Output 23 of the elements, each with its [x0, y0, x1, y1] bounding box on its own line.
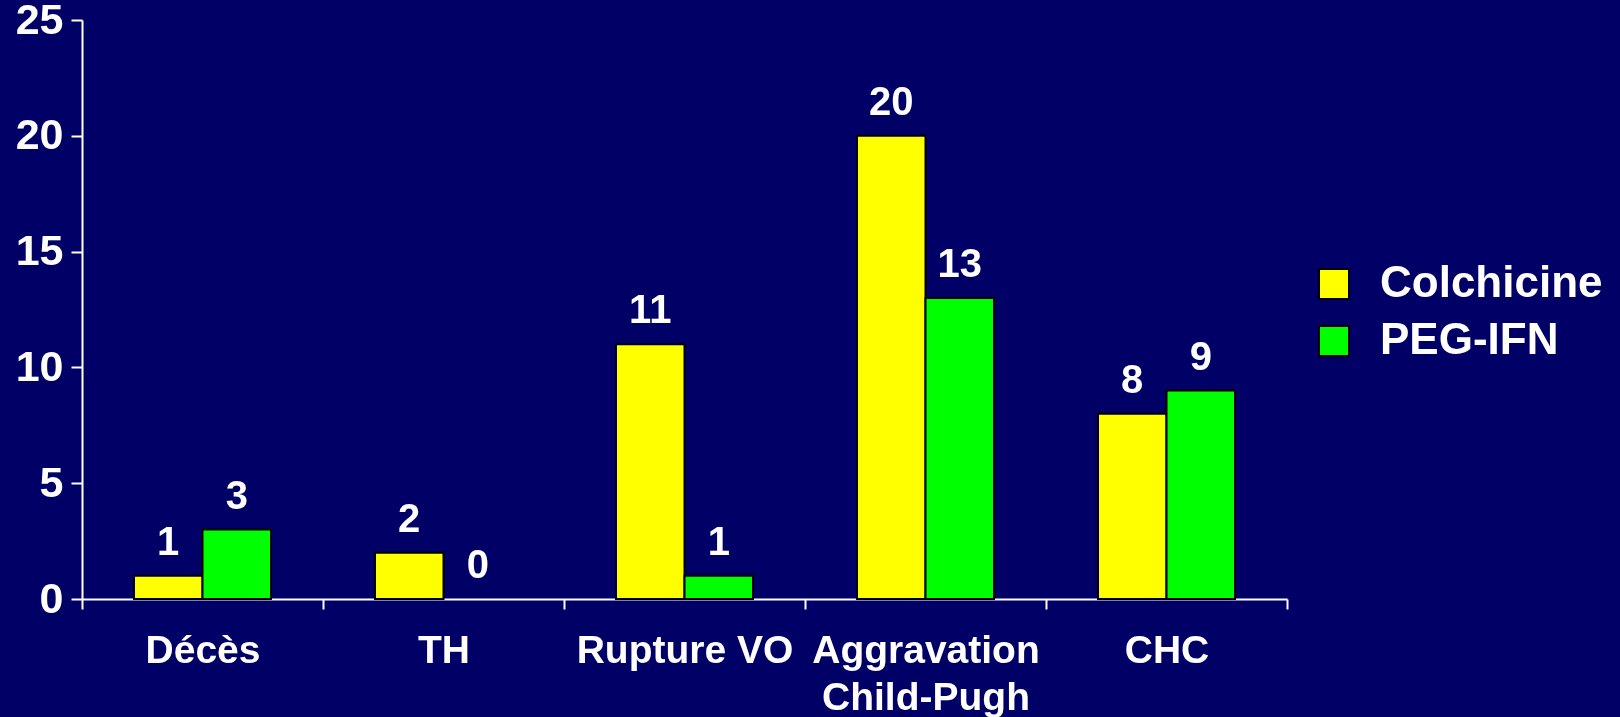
y-tick-label: 25	[15, 0, 64, 43]
y-tick-label: 0	[39, 573, 64, 622]
x-tick-label: Décès	[145, 627, 261, 671]
x-tick-label: CHC	[1124, 627, 1210, 671]
data-label: 0	[466, 542, 489, 586]
legend-label: Colchicine	[1380, 257, 1603, 306]
data-label: 1	[707, 518, 730, 563]
bar	[374, 551, 445, 600]
legend-label: PEG-IFN	[1380, 314, 1559, 363]
data-label: 8	[1121, 356, 1144, 401]
y-tick-label: 15	[15, 226, 64, 275]
x-tick-label: Rupture VO	[576, 627, 794, 671]
data-label: 13	[937, 240, 982, 285]
y-tick-label: 20	[15, 110, 64, 159]
data-label: 11	[629, 287, 672, 332]
data-label: 2	[398, 495, 421, 540]
data-label: 9	[1189, 333, 1212, 378]
x-tick-label: TH	[418, 627, 470, 671]
y-tick-label: 10	[15, 341, 64, 390]
y-tick-label: 5	[39, 457, 64, 506]
data-label: 1	[157, 518, 180, 563]
data-label: 20	[869, 78, 914, 123]
data-label: 3	[225, 472, 248, 517]
